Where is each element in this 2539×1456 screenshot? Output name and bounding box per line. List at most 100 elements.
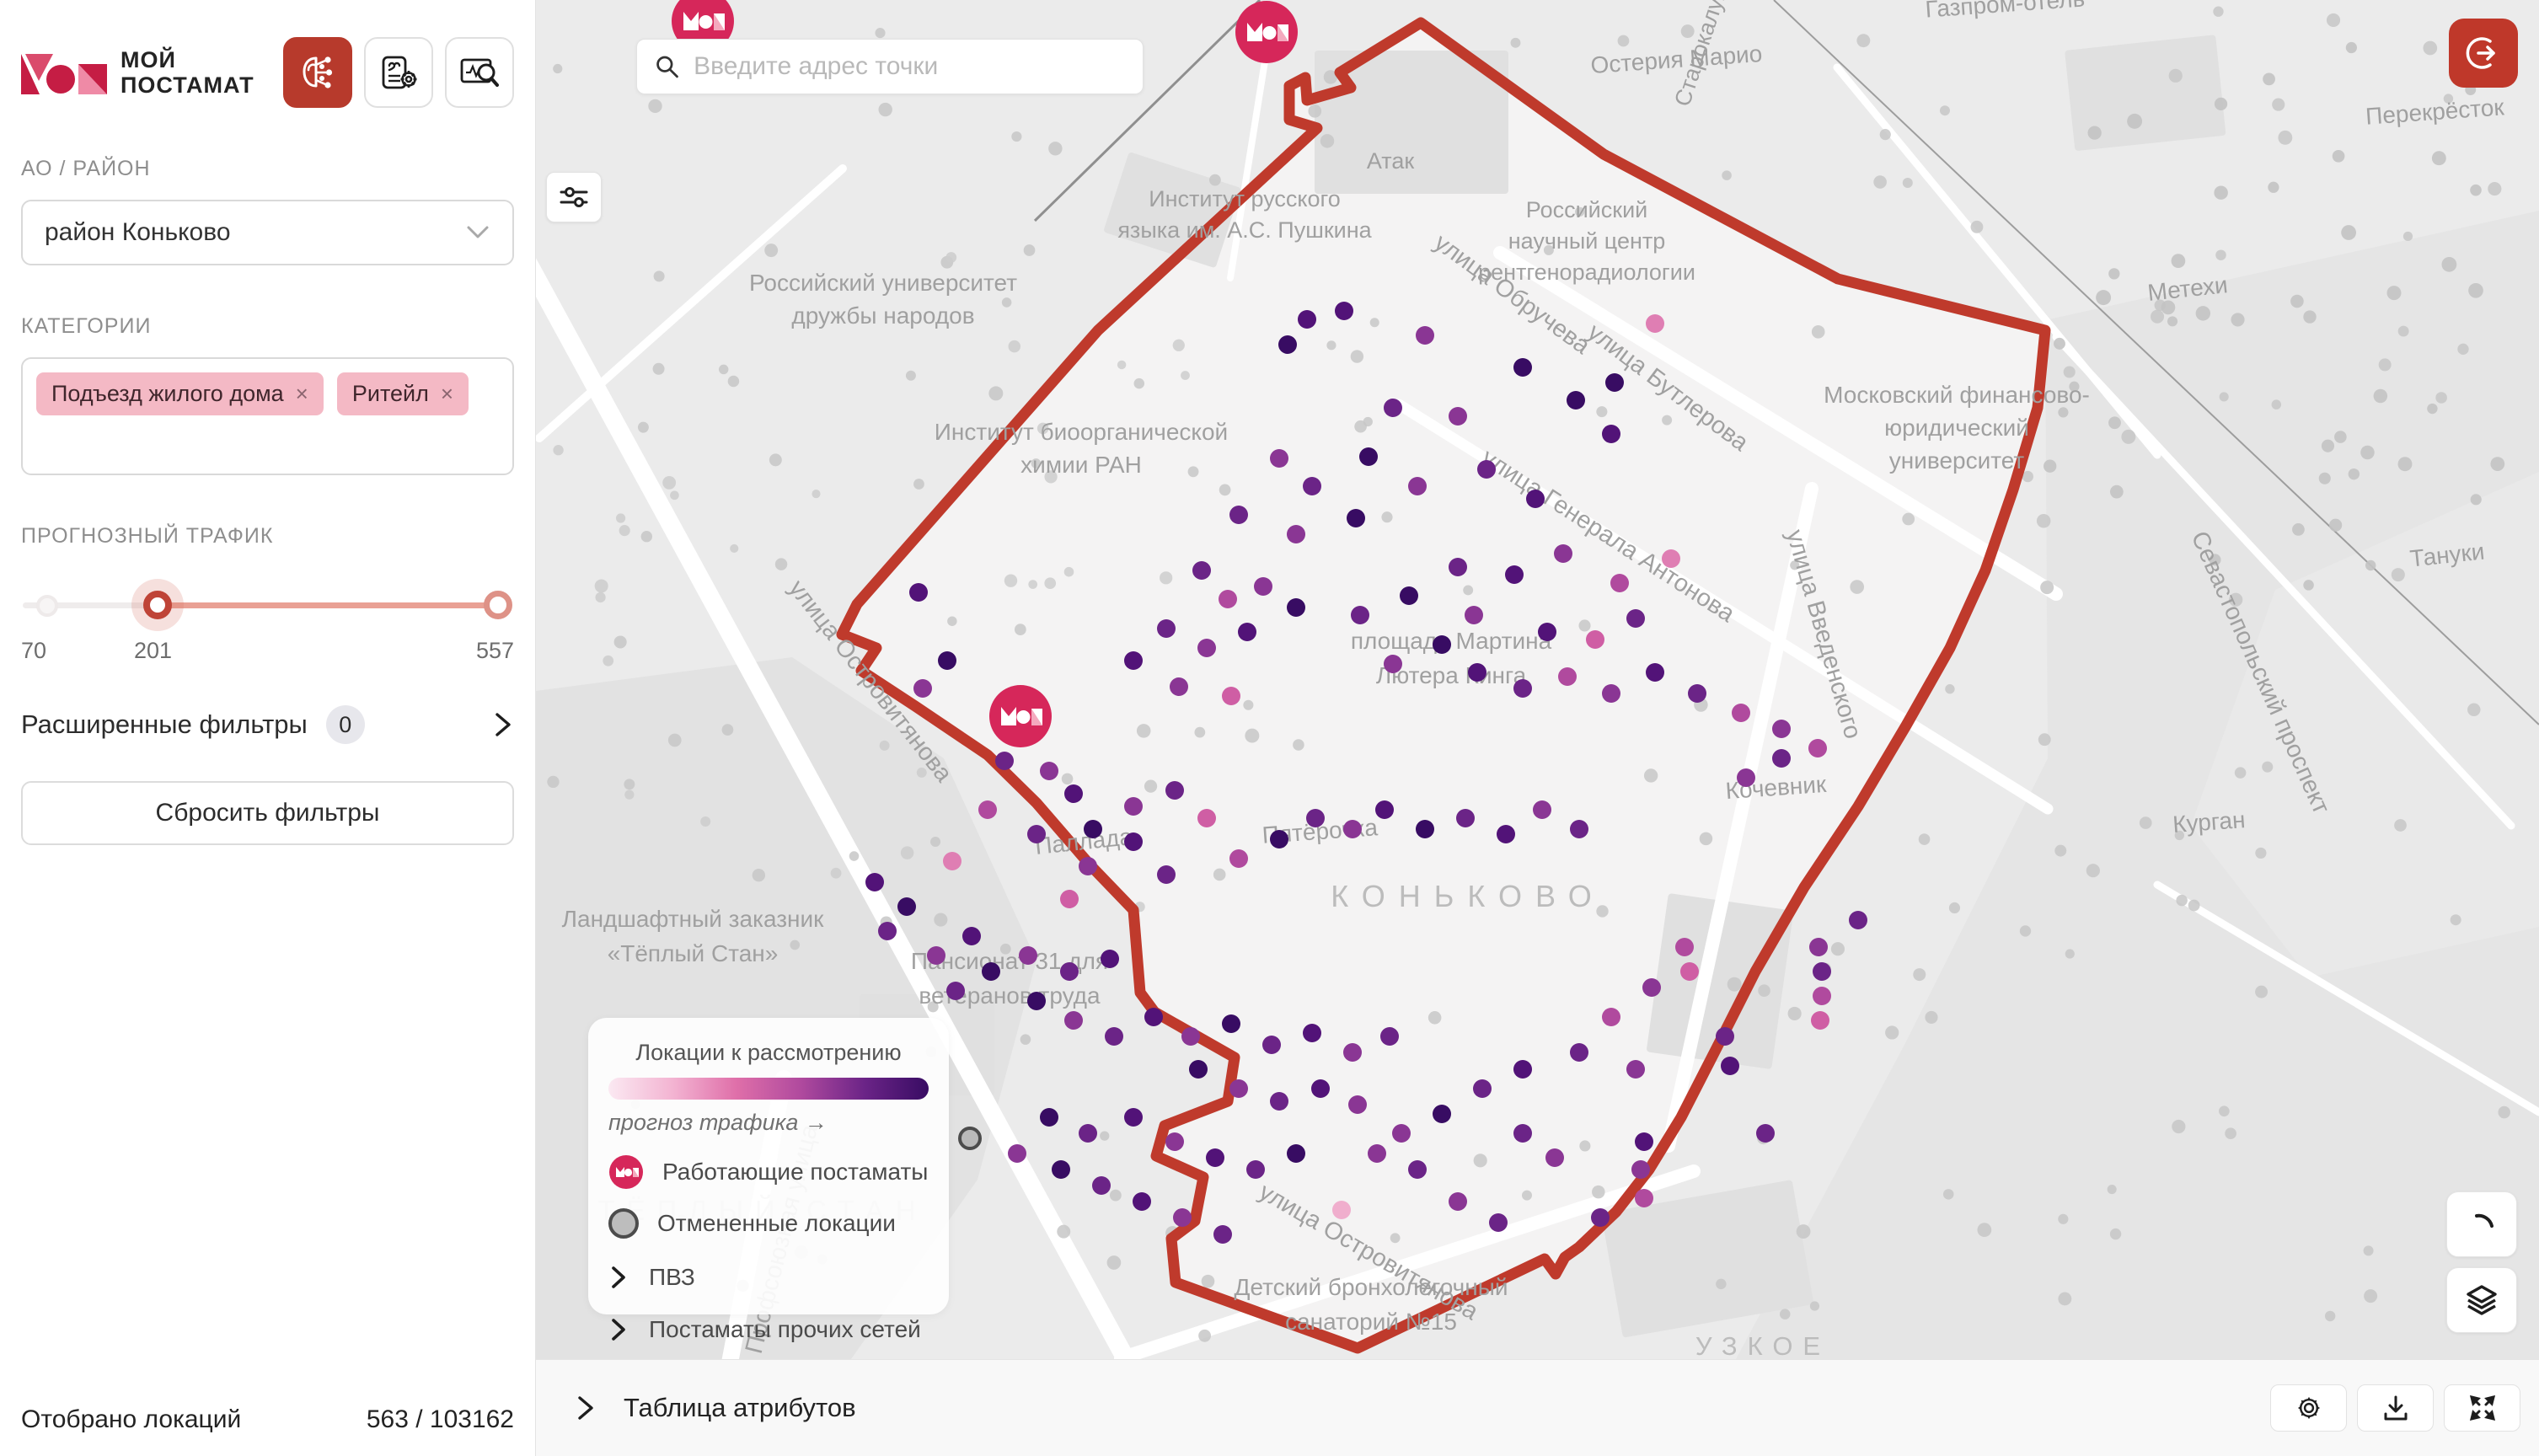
location-dot[interactable] [1602,1008,1620,1026]
location-dot[interactable] [1635,1189,1653,1207]
location-dot[interactable] [1197,809,1216,827]
location-dot[interactable] [897,897,916,916]
location-dot[interactable] [1222,687,1240,705]
location-dot[interactable] [1811,1011,1829,1030]
location-dot[interactable] [1165,781,1184,800]
location-dot[interactable] [1433,1105,1451,1123]
location-dot[interactable] [1157,619,1176,638]
legend-group-pvz[interactable]: ПВЗ [608,1264,929,1291]
location-dot[interactable] [1052,1160,1070,1179]
location-dot[interactable] [1306,809,1325,827]
location-dot[interactable] [995,752,1014,770]
location-dot[interactable] [1688,684,1706,703]
location-dot[interactable] [1737,768,1755,787]
location-dot[interactable] [1229,1079,1248,1098]
slider-lower-handle[interactable] [143,591,172,619]
location-dot[interactable] [1124,832,1143,851]
location-dot[interactable] [1680,962,1699,981]
location-dot[interactable] [1662,549,1680,568]
location-dot[interactable] [1343,820,1362,838]
location-dot[interactable] [1465,606,1483,624]
location-dot[interactable] [1311,1079,1330,1098]
location-dot[interactable] [1646,663,1664,682]
location-dot[interactable] [1416,820,1434,838]
location-dot[interactable] [1019,946,1037,965]
location-dot[interactable] [1375,800,1394,819]
location-dot[interactable] [1732,704,1750,722]
location-dot[interactable] [1675,938,1694,956]
location-dot[interactable] [1505,565,1524,584]
location-dot[interactable] [1040,762,1058,780]
location-dot[interactable] [1721,1057,1739,1075]
location-dot[interactable] [1808,739,1827,757]
location-dot[interactable] [1384,655,1402,673]
location-dot[interactable] [962,927,981,945]
location-dot[interactable] [1392,1124,1411,1143]
location-dot[interactable] [1646,314,1664,333]
working-postamat-pin[interactable] [989,685,1052,747]
location-dot[interactable] [1497,825,1515,843]
location-dot[interactable] [865,873,884,891]
location-dot[interactable] [909,583,928,602]
location-dot[interactable] [1133,1192,1151,1211]
location-dot[interactable] [1538,623,1556,641]
location-dot[interactable] [1064,784,1083,803]
location-dot[interactable] [1343,1043,1362,1062]
location-dot[interactable] [1197,639,1216,657]
location-dot[interactable] [1165,1132,1184,1151]
logout-button[interactable] [2449,19,2518,88]
location-dot[interactable] [1513,358,1532,377]
legend-group-other-networks[interactable]: Постаматы прочих сетей [608,1316,929,1343]
location-dot[interactable] [978,800,997,819]
location-dot[interactable] [1222,1014,1240,1033]
location-dot[interactable] [1064,1011,1083,1030]
location-dot[interactable] [1567,391,1585,410]
location-dot[interactable] [982,962,1000,981]
map-loading-button[interactable] [2446,1191,2517,1257]
categories-input[interactable]: Подъезд жилого дома × Ритейл × [21,357,514,475]
location-dot[interactable] [1554,544,1572,563]
location-dot[interactable] [1456,809,1475,827]
monitor-search-button[interactable] [445,37,514,108]
search-input[interactable] [694,52,1126,81]
location-dot[interactable] [1513,1124,1532,1143]
location-dot[interactable] [1570,820,1588,838]
location-dot[interactable] [1533,800,1551,819]
fullscreen-button[interactable] [2444,1384,2520,1432]
location-dot[interactable] [1278,335,1297,354]
location-dot[interactable] [1602,684,1620,703]
location-dot[interactable] [1772,749,1791,768]
location-dot[interactable] [1602,425,1620,443]
location-dot[interactable] [1635,1132,1653,1151]
location-dot[interactable] [1332,1201,1351,1219]
location-dot[interactable] [1173,1208,1192,1227]
map-filters-button[interactable] [546,172,602,222]
location-dot[interactable] [1192,561,1211,580]
working-postamat-pin[interactable] [1235,1,1298,63]
location-dot[interactable] [1270,1092,1288,1111]
location-dot[interactable] [1060,962,1079,981]
location-dot[interactable] [1335,302,1353,320]
location-dot[interactable] [1092,1176,1111,1195]
ai-analysis-button[interactable] [283,37,352,108]
location-dot[interactable] [1772,720,1791,738]
cancelled-location-dot[interactable] [958,1127,982,1150]
location-dot[interactable] [1849,911,1867,929]
location-dot[interactable] [1181,1027,1200,1046]
location-dot[interactable] [1060,890,1079,908]
location-dot[interactable] [1433,635,1451,654]
location-dot[interactable] [1229,506,1248,524]
location-dot[interactable] [1079,857,1097,875]
reset-filters-button[interactable]: Сбросить фильтры [21,781,514,845]
location-dot[interactable] [1468,663,1486,682]
location-dot[interactable] [878,922,897,940]
location-dot[interactable] [946,982,965,1000]
location-dot[interactable] [1610,574,1629,592]
location-dot[interactable] [1626,609,1645,628]
location-dot[interactable] [913,679,932,698]
location-dot[interactable] [1400,586,1418,605]
location-dot[interactable] [1416,326,1434,345]
location-dot[interactable] [1449,558,1467,576]
location-dot[interactable] [1246,1160,1265,1179]
advanced-filters-toggle[interactable]: Расширенные фильтры 0 [21,705,514,744]
